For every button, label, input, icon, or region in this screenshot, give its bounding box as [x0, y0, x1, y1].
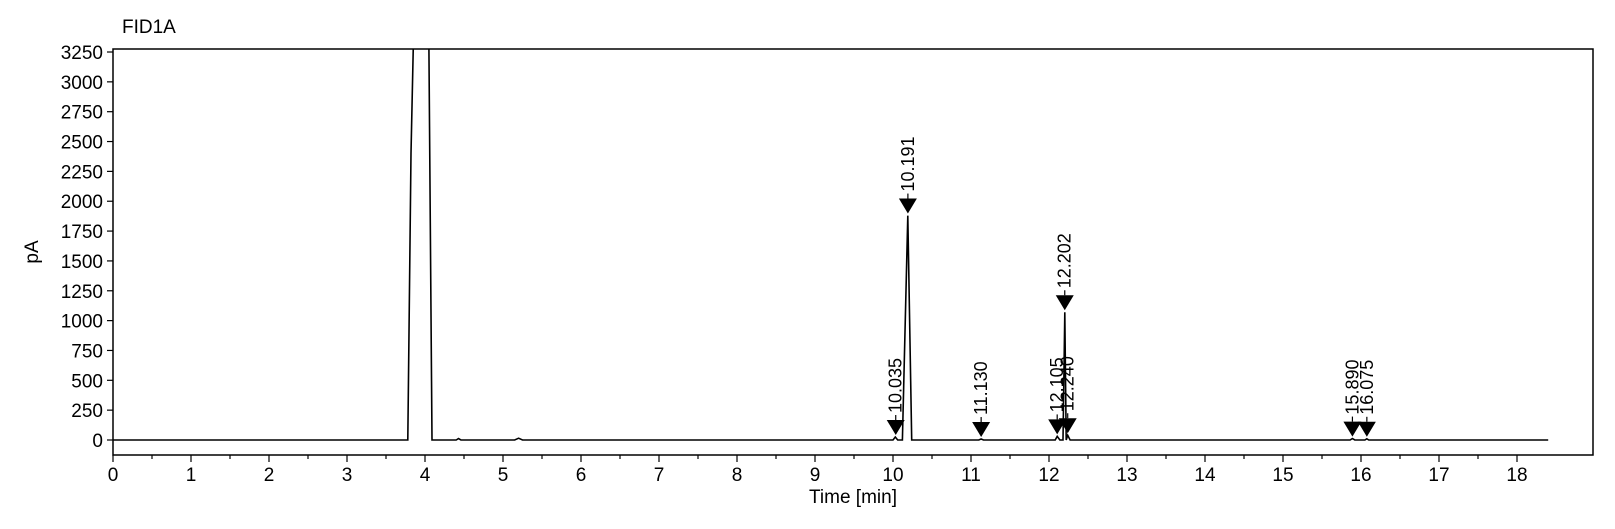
plot-frame: [112, 48, 1594, 456]
x-tick-label: 3: [342, 465, 353, 486]
x-tick-label: 2: [264, 465, 275, 486]
x-tick-label: 9: [810, 465, 821, 486]
peak-marker: [1055, 295, 1074, 311]
peak-label: 12.202: [1055, 233, 1075, 288]
y-axis-ticks: 0 250 500 750 1000 1250 1500 1750 2000 2250 2500 27…: [61, 43, 113, 452]
y-tick-label: 3250: [61, 43, 103, 64]
signal-trace: [113, 49, 1549, 441]
y-tick-label: 1000: [61, 312, 103, 333]
peak-label: 15.890: [1342, 360, 1362, 415]
x-tick-label: 15: [1272, 465, 1293, 486]
y-tick-label: 750: [71, 341, 103, 362]
y-tick-label: 2250: [61, 162, 103, 183]
peak-marker: [886, 420, 905, 436]
x-axis-title: Time [min]: [809, 487, 897, 508]
x-tick-label: 12: [1038, 465, 1059, 486]
y-tick-label: 1500: [61, 252, 103, 273]
x-tick-label: 11: [961, 465, 981, 486]
x-tick-label: 13: [1116, 465, 1137, 486]
x-tick-label: 6: [576, 465, 587, 486]
y-tick-label: 500: [71, 371, 103, 392]
y-tick-label: 0: [92, 431, 103, 452]
y-tick-label: 250: [71, 401, 103, 422]
peak-label: 10.191: [898, 136, 918, 191]
x-tick-label: 7: [654, 465, 665, 486]
peak-marker: [1058, 418, 1077, 434]
y-tick-label: 2000: [61, 192, 103, 213]
x-tick-label: 17: [1428, 465, 1449, 486]
peak-marker: [1357, 421, 1376, 437]
peak-markers: 10.035 10.191 11.130 12.105 12.202 12.240 15.8…: [886, 136, 1377, 438]
peak-label: 11.130: [971, 361, 991, 415]
x-tick-label: 1: [186, 465, 197, 486]
peak-label: 12.105: [1047, 357, 1067, 412]
peak-marker: [898, 198, 917, 214]
y-tick-label: 3000: [61, 73, 103, 94]
y-tick-label: 1250: [61, 282, 103, 303]
series-layer: [113, 49, 1549, 441]
x-tick-label: 8: [732, 465, 743, 486]
x-tick-label: 10: [882, 465, 903, 486]
y-tick-label: 2750: [61, 103, 103, 124]
signal-title: FID1A: [122, 17, 176, 38]
x-axis-ticks: 0 1 2 3 4 5 6 7 8 9 10 11 12 13 14 15 16 17 18: [108, 455, 1528, 486]
y-tick-label: 1750: [61, 222, 103, 243]
y-axis-title: pA: [22, 240, 43, 264]
x-tick-label: 5: [498, 465, 509, 486]
peak-label: 12.240: [1058, 356, 1078, 411]
x-tick-label: 4: [420, 465, 431, 486]
x-tick-label: 18: [1506, 465, 1527, 486]
x-tick-label: 16: [1350, 465, 1371, 486]
peak-label: 10.035: [886, 358, 906, 413]
x-tick-label: 0: [108, 465, 119, 486]
x-tick-label: 14: [1194, 465, 1216, 486]
peak-label: 16.075: [1357, 360, 1377, 415]
peak-marker: [1343, 421, 1362, 437]
peak-marker: [972, 422, 991, 438]
y-tick-label: 2500: [61, 133, 103, 154]
